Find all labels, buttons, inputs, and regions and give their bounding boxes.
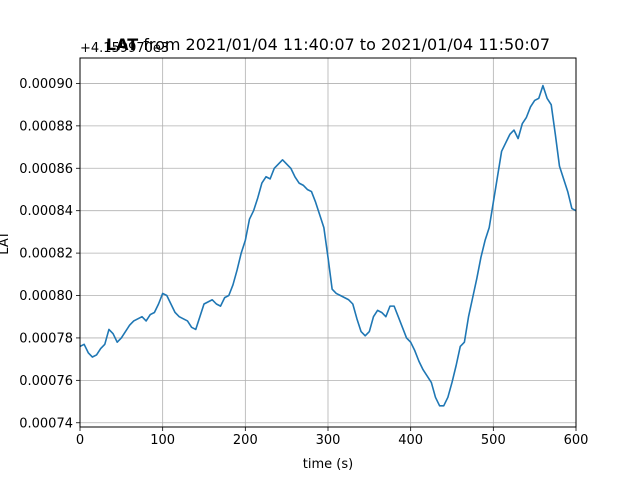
- y-tick-label: 0.00086: [19, 162, 73, 177]
- y-ticks: 0.00074 0.00076 0.00078 0.00080 0.00082 0.000…: [19, 77, 80, 431]
- y-tick-label: 0.00088: [19, 119, 73, 134]
- x-tick-label: 500: [481, 433, 506, 448]
- y-offset-label: +4.159970e3: [80, 41, 169, 56]
- x-tick-label: 400: [398, 433, 423, 448]
- x-tick-label: 0: [76, 433, 84, 448]
- y-tick-label: 0.00084: [19, 204, 73, 219]
- y-axis-label: LAT: [0, 231, 12, 254]
- y-tick-label: 0.00076: [19, 374, 73, 389]
- y-tick-label: 0.00090: [19, 77, 73, 92]
- series-line: [79, 84, 577, 407]
- y-tick-label: 0.00074: [19, 416, 73, 431]
- x-tick-label: 300: [316, 433, 341, 448]
- series-line-group: [79, 84, 577, 407]
- y-tick-label: 0.00082: [19, 247, 73, 262]
- chart-title: LAT from 2021/01/04 11:40:07 to 2021/01/…: [106, 35, 550, 54]
- chart-title-rest: from 2021/01/04 11:40:07 to 2021/01/04 1…: [138, 35, 550, 54]
- x-tick-label: 200: [233, 433, 258, 448]
- x-axis-label: time (s): [303, 457, 353, 472]
- chart-title-bold: LAT: [106, 35, 138, 54]
- y-tick-label: 0.00080: [19, 289, 73, 304]
- y-tick-label: 0.00078: [19, 331, 73, 346]
- x-tick-label: 100: [150, 433, 175, 448]
- x-tick-label: 600: [564, 433, 589, 448]
- x-ticks: 0 100 200 300 400 500 600: [76, 427, 589, 448]
